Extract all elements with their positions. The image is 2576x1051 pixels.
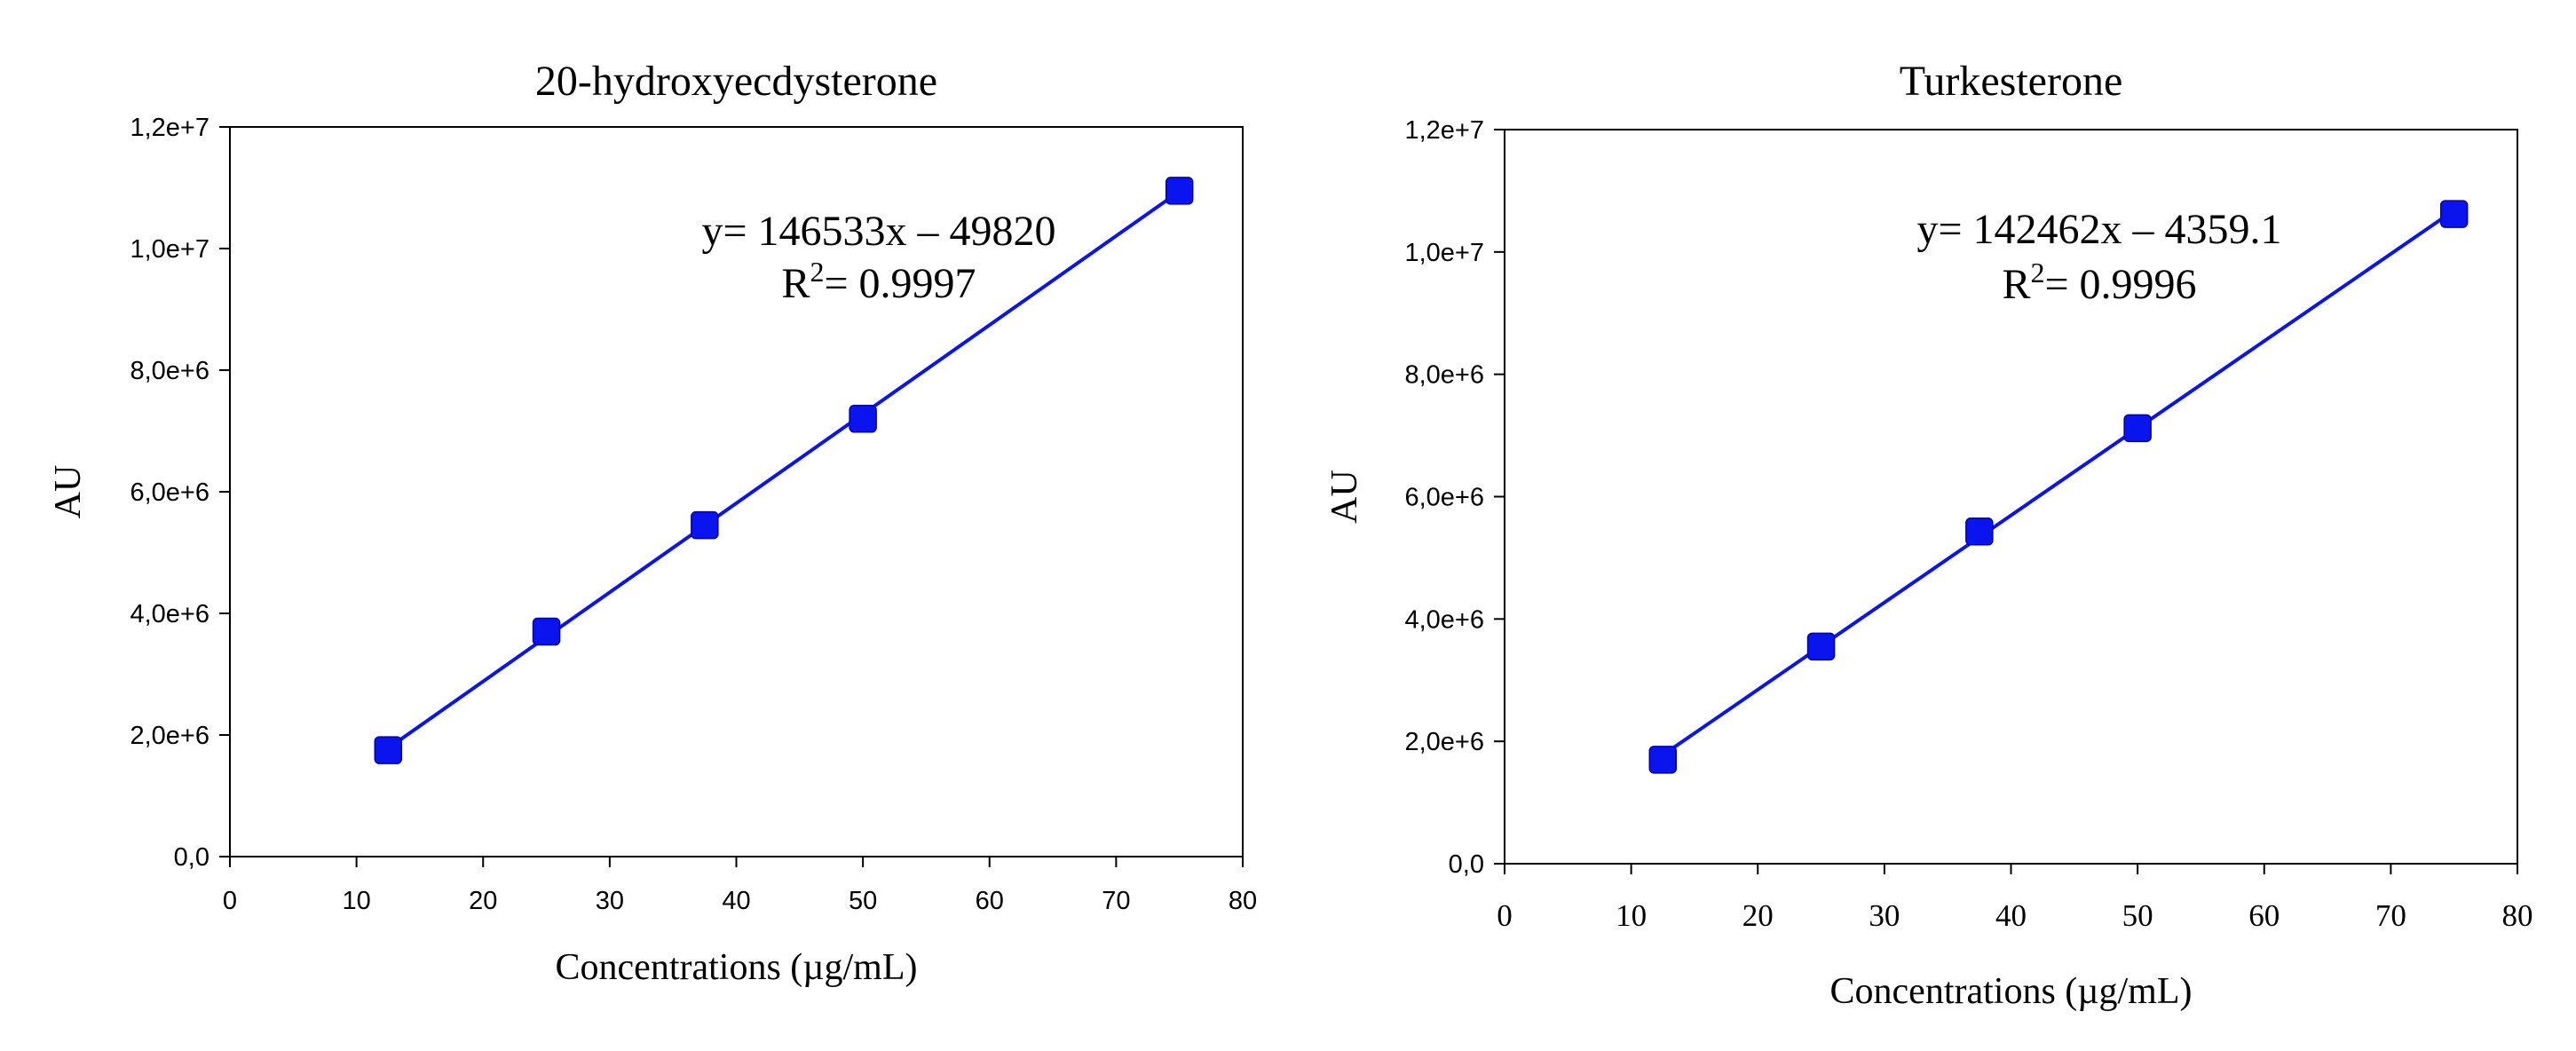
x-tick-label: 60 <box>976 887 1004 915</box>
data-point <box>2439 200 2469 228</box>
y-tick-label: 4,0e+6 <box>1404 605 1484 634</box>
x-tick-label: 60 <box>2248 898 2280 933</box>
y-tick-label: 6,0e+6 <box>130 478 209 507</box>
y-axis-label: AU <box>48 465 89 519</box>
x-tick-label: 0 <box>1497 898 1513 933</box>
equation-label: y= 142462x – 4359.1 <box>1916 206 2281 253</box>
r-squared-superscript: 2 <box>2030 257 2044 288</box>
x-tick-label: 40 <box>722 887 750 915</box>
x-tick-label: 50 <box>849 887 877 915</box>
r-squared-value: = 0.9997 <box>824 260 976 307</box>
data-point <box>1648 746 1678 774</box>
y-tick-label: 8,0e+6 <box>130 357 209 385</box>
y-tick-label: 1,2e+7 <box>1404 116 1484 145</box>
r-squared-superscript: 2 <box>810 256 824 288</box>
equation-label: y= 146533x – 49820 <box>701 208 1055 255</box>
y-axis-label: AU <box>1324 470 1365 524</box>
data-point <box>532 617 561 646</box>
data-point <box>1165 177 1194 205</box>
x-tick-label: 10 <box>1616 898 1647 933</box>
chart-20-hydroxyecdysterone: 20-hydroxyecdysterone 0 10 20 30 40 50 60 70 80 0,… <box>48 58 1257 988</box>
data-point <box>1806 632 1836 661</box>
x-tick-label: 30 <box>596 887 624 915</box>
x-tick-label: 40 <box>1995 898 2027 933</box>
r-squared-value: = 0.9996 <box>2044 261 2196 308</box>
chart-title: 20-hydroxyecdysterone <box>535 58 937 105</box>
r-squared-symbol: R <box>2002 261 2030 308</box>
y-tick-label: 0,0 <box>174 843 209 872</box>
x-tick-label: 20 <box>469 887 497 915</box>
regression-line <box>1662 209 2455 757</box>
y-tick-label: 4,0e+6 <box>130 600 209 628</box>
x-axis-label: Concentrations (µg/mL) <box>556 947 918 988</box>
x-tick-label: 80 <box>1229 887 1257 915</box>
chart-title: Turkesterone <box>1900 58 2123 105</box>
y-tick-label: 2,0e+6 <box>1404 728 1484 756</box>
x-tick-label: 0 <box>223 887 237 915</box>
regression-line <box>387 189 1181 750</box>
x-tick-label: 80 <box>2502 898 2533 933</box>
x-tick-label: 30 <box>1869 898 1900 933</box>
y-tick-label: 0,0 <box>1449 850 1484 879</box>
y-tick-label: 8,0e+6 <box>1404 361 1484 390</box>
x-axis-label: Concentrations (µg/mL) <box>1830 971 2193 1012</box>
x-tick-label: 50 <box>2122 898 2153 933</box>
data-point <box>691 510 719 540</box>
y-tick-label: 6,0e+6 <box>1404 484 1484 512</box>
r-squared-symbol: R <box>781 260 810 307</box>
y-tick-label: 1,2e+7 <box>130 114 209 142</box>
chart-turkesterone: Turkesterone 0 10 20 30 40 50 60 70 80 0,0 2,0e+6 4,… <box>1324 58 2533 1012</box>
data-point <box>2123 414 2152 443</box>
data-point <box>374 736 403 764</box>
r-squared-label: R2= 0.9996 <box>2002 257 2196 308</box>
y-tick-label: 2,0e+6 <box>130 722 209 750</box>
x-tick-label: 70 <box>2375 898 2406 933</box>
r-squared-label: R2= 0.9997 <box>781 256 976 307</box>
data-point <box>1965 518 1994 546</box>
data-point <box>849 405 877 433</box>
y-tick-label: 1,0e+7 <box>1404 239 1484 267</box>
y-tick-label: 1,0e+7 <box>130 235 209 264</box>
x-tick-label: 70 <box>1102 887 1130 915</box>
x-tick-label: 20 <box>1742 898 1774 933</box>
x-tick-label: 10 <box>342 887 370 915</box>
